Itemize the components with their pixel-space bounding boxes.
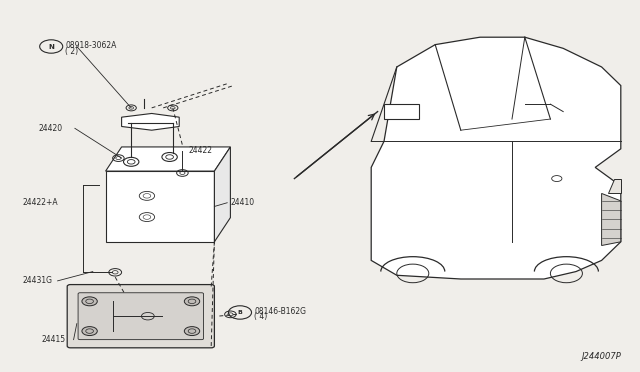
Text: 24420: 24420 [38, 124, 63, 133]
Text: 08918-3062A: 08918-3062A [65, 41, 116, 50]
Bar [106, 171, 214, 242]
Circle shape [82, 297, 97, 306]
Text: J244007P: J244007P [581, 352, 621, 361]
Circle shape [184, 327, 200, 336]
Circle shape [184, 297, 200, 306]
Polygon shape [214, 147, 230, 242]
FancyBboxPatch shape [67, 285, 214, 348]
Text: 24415: 24415 [42, 335, 66, 344]
Text: 24410: 24410 [230, 198, 255, 207]
Text: B: B [237, 310, 243, 315]
Text: 24422: 24422 [189, 146, 212, 155]
Text: ( 2): ( 2) [65, 47, 79, 56]
Bar [384, 104, 419, 119]
Text: 08146-B162G: 08146-B162G [254, 307, 306, 316]
FancyBboxPatch shape [78, 293, 204, 340]
Text: 24422+A: 24422+A [22, 198, 58, 207]
Polygon shape [122, 113, 179, 130]
Polygon shape [602, 193, 621, 246]
Circle shape [82, 327, 97, 336]
Text: ( 4): ( 4) [254, 312, 268, 321]
Text: N: N [48, 44, 54, 49]
Polygon shape [608, 179, 621, 193]
Text: 24431G: 24431G [22, 276, 52, 285]
Polygon shape [106, 147, 230, 171]
Polygon shape [371, 37, 621, 279]
